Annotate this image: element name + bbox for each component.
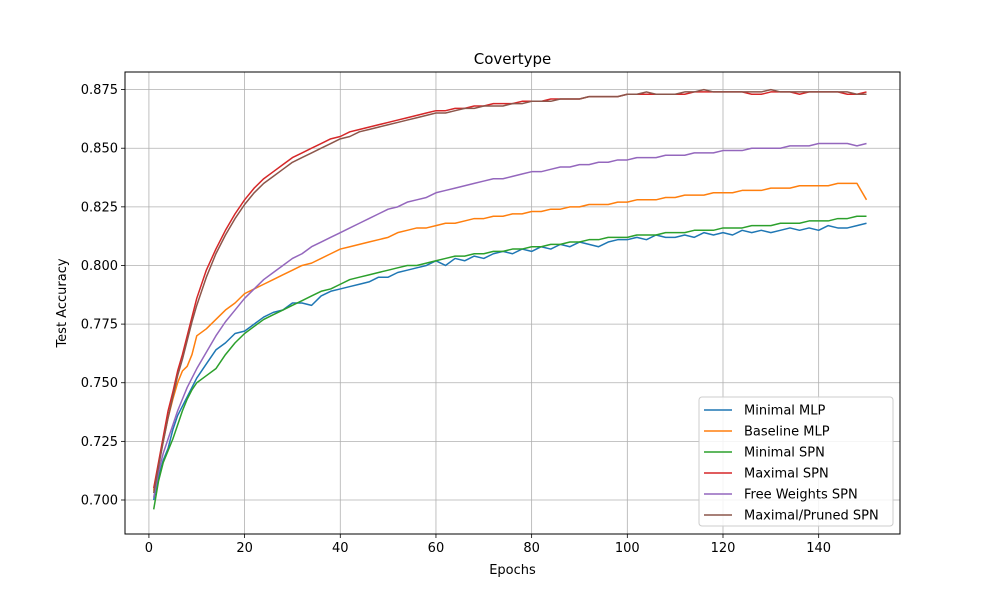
x-axis-title: Epochs [489,563,536,578]
series-line-maximal-pruned-spn [152,88,867,494]
y-tick-label: 0.700 [81,493,118,508]
x-tick-label: 80 [523,541,540,556]
y-tick-label: 0.800 [81,259,118,274]
y-tick-label: 0.825 [81,200,118,215]
legend-box [698,396,894,527]
x-tick-label: 140 [806,541,831,556]
x-tick-label: 60 [428,541,445,556]
series-lines [152,88,868,510]
y-tick-label: 0.875 [81,83,118,98]
series-line-baseline-mlp [152,182,868,491]
y-tick-label: 0.750 [81,376,118,391]
x-tick-label: 40 [332,541,349,556]
legend-label-minimal-spn: Minimal SPN [744,446,825,461]
legend-label-maximal-pruned-spn: Maximal/Pruned SPN [744,509,879,524]
legend: Minimal MLP Baseline MLP Minimal SPN Maxima… [698,396,894,527]
x-tick-label: 120 [711,541,736,556]
y-tick-label: 0.725 [81,435,118,450]
chart-title: Covertype [474,50,551,68]
legend-label-minimal-mlp: Minimal MLP [744,404,826,419]
series-line-minimal-mlp [152,222,867,501]
x-tick-label: 0 [145,541,153,556]
legend-label-maximal-spn: Maximal SPN [744,467,829,482]
x-tick-label: 20 [236,541,253,556]
y-tick-label: 0.850 [81,142,118,157]
y-tick-label: 0.775 [81,318,118,333]
y-axis-title: Test Accuracy [55,258,70,348]
series-line-minimal-spn [152,215,867,510]
series-line-free-weights-spn [152,142,867,498]
legend-label-free-weights-spn: Free Weights SPN [744,488,858,503]
legend-label-baseline-mlp: Baseline MLP [744,425,830,440]
x-tick-label: 100 [615,541,640,556]
axis-ticks: 0 20 40 60 80 100 120 140 0.700 0.725 0.750 0.775 0.… [81,83,831,556]
plot-frame [124,71,901,535]
